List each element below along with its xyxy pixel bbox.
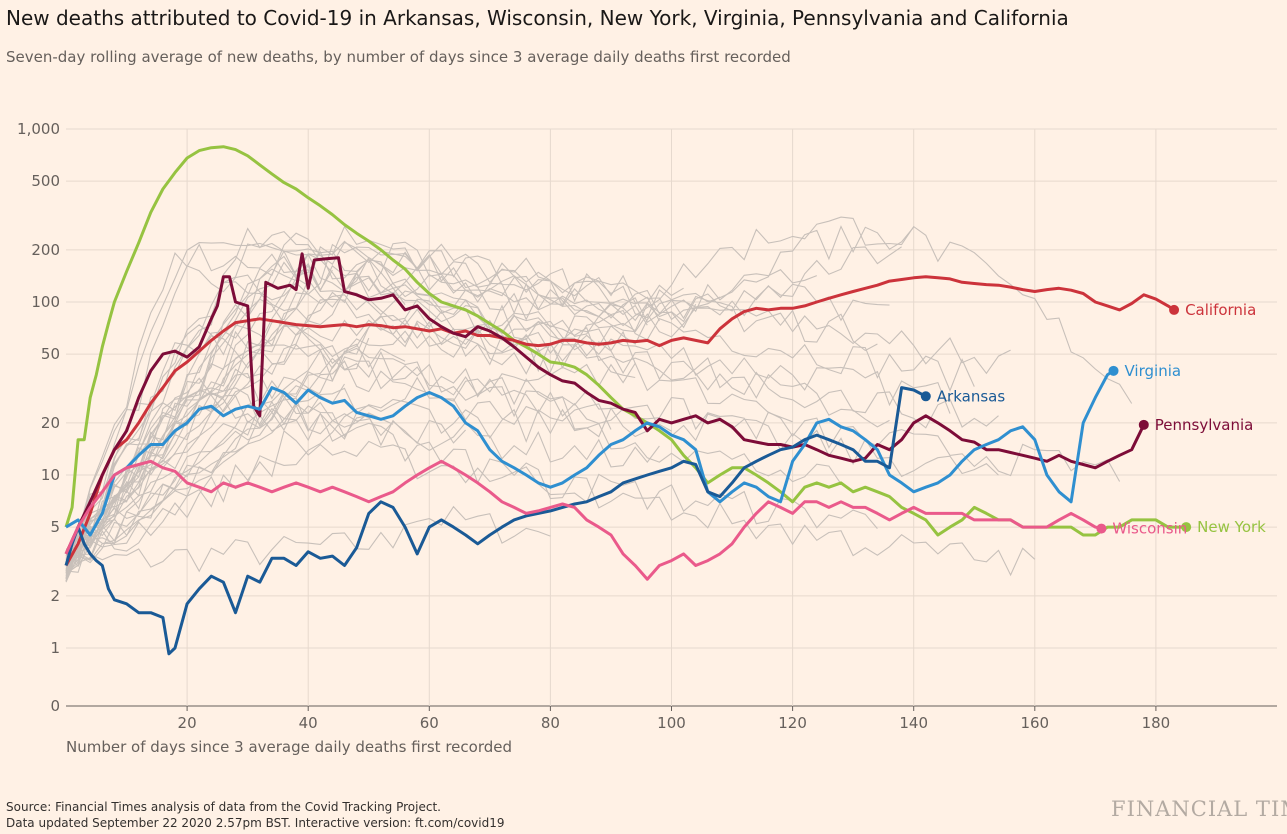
series-label-california: California xyxy=(1185,301,1256,319)
x-tick-label: 120 xyxy=(778,714,807,732)
x-tick-label: 140 xyxy=(899,714,928,732)
other-state-line xyxy=(65,314,793,580)
chart-subtitle: Seven-day rolling average of new deaths,… xyxy=(6,48,791,66)
other-state-line xyxy=(65,232,721,577)
y-tick-label: 2 xyxy=(50,587,60,605)
series-end-marker-new-york xyxy=(1181,522,1192,533)
series-label-new-york: New York xyxy=(1197,518,1266,536)
x-tick-label: 80 xyxy=(541,714,560,732)
y-tick-label: 5 xyxy=(50,518,60,536)
other-state-line xyxy=(65,387,1036,578)
series-end-marker-california xyxy=(1169,304,1180,315)
series-line-california xyxy=(64,275,1175,567)
series-line-pennsylvania xyxy=(64,252,1146,555)
footer: Source: Financial Times analysis of data… xyxy=(6,799,505,831)
x-tick-label: 180 xyxy=(1142,714,1171,732)
series-label-arkansas: Arkansas xyxy=(937,387,1006,405)
y-tick-label: 1,000 xyxy=(17,120,60,138)
other-state-line xyxy=(65,360,842,563)
x-tick-label: 60 xyxy=(420,714,439,732)
series-line-arkansas xyxy=(64,386,927,656)
x-tick-label: 160 xyxy=(1020,714,1049,732)
other-state-line xyxy=(65,242,817,559)
highlighted-series: New York California Pennsylvania Virginia Ar… xyxy=(64,145,1266,656)
other-state-line xyxy=(65,505,551,573)
other-state-line xyxy=(65,241,1011,569)
series-end-marker-wisconsin xyxy=(1096,523,1107,534)
source-note: Source: Financial Times analysis of data… xyxy=(6,800,441,814)
other-state-line xyxy=(65,225,915,551)
other-state-line xyxy=(65,337,370,564)
ft-logo: FINANCIAL TIMES xyxy=(1111,797,1287,821)
y-tick-label: 50 xyxy=(41,345,60,363)
other-state-line xyxy=(65,398,467,574)
y-tick-label: 1 xyxy=(50,639,60,657)
series-line-virginia xyxy=(65,369,1115,537)
series-line-wisconsin xyxy=(64,459,1102,581)
y-axis: 0 1 2 5 10 20 50 100 200 500 1,000 xyxy=(17,120,60,715)
series-label-virginia: Virginia xyxy=(1125,362,1182,380)
x-axis-label: Number of days since 3 average daily dea… xyxy=(66,738,512,756)
x-tick-label: 40 xyxy=(299,714,318,732)
grid-lines xyxy=(66,128,1277,707)
update-note: Data updated September 22 2020 2.57pm BS… xyxy=(6,816,505,830)
other-state-line xyxy=(65,241,660,557)
other-state-line xyxy=(65,389,369,574)
y-tick-label: 20 xyxy=(41,414,60,432)
series-end-marker-pennsylvania xyxy=(1138,419,1149,430)
x-axis: 20 40 60 80 100 120 140 160 180 xyxy=(178,706,1171,732)
y-tick-label: 10 xyxy=(41,466,60,484)
chart-title: New deaths attributed to Covid-19 in Ark… xyxy=(6,6,1069,30)
x-tick-label: 20 xyxy=(178,714,197,732)
other-state-line xyxy=(65,242,648,579)
y-tick-label: 100 xyxy=(31,293,60,311)
series-label-wisconsin: Wisconsin xyxy=(1112,520,1187,538)
y-tick-label: 0 xyxy=(50,697,60,715)
other-state-line xyxy=(65,243,406,572)
y-tick-label: 500 xyxy=(31,172,60,190)
series-line-new-york xyxy=(64,145,1187,537)
series-end-marker-arkansas xyxy=(920,391,931,402)
other-state-line xyxy=(65,325,672,568)
other-state-line xyxy=(65,243,878,583)
other-state-line xyxy=(65,298,636,564)
series-label-pennsylvania: Pennsylvania xyxy=(1155,416,1254,434)
other-state-line xyxy=(65,225,684,582)
y-tick-label: 200 xyxy=(31,241,60,259)
series-end-marker-virginia xyxy=(1108,365,1119,376)
x-tick-label: 100 xyxy=(657,714,686,732)
other-state-line xyxy=(65,335,1121,568)
other-state-line xyxy=(65,429,878,581)
other-state-line xyxy=(65,324,999,560)
